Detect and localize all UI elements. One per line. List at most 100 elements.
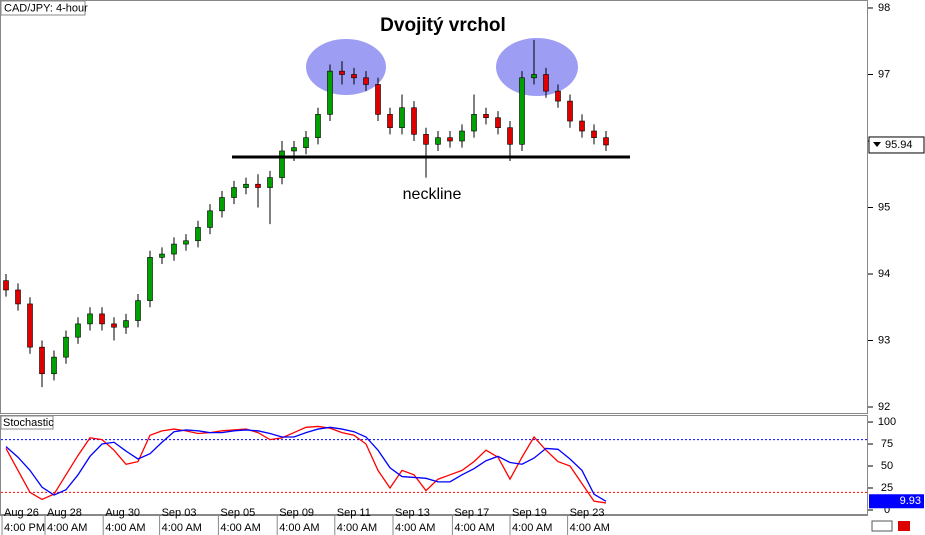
highlight-ellipse — [306, 39, 386, 95]
candle-body — [123, 320, 129, 328]
candle-body — [555, 90, 561, 102]
x-tick-label: Aug 28 — [47, 507, 82, 519]
candle-body — [51, 356, 57, 375]
candle-body — [75, 323, 81, 338]
x-tick-time: 4:00 AM — [512, 522, 552, 534]
candle-body — [207, 210, 213, 228]
x-tick-time: 4:00 AM — [47, 522, 87, 534]
x-tick-time: 4:00 AM — [395, 522, 435, 534]
y-tick-label: 97 — [878, 68, 890, 80]
candle-body — [99, 313, 105, 325]
candle-body — [111, 323, 117, 328]
x-tick-label: Sep 03 — [162, 507, 197, 519]
value-box — [869, 494, 924, 509]
candle-body — [183, 240, 189, 245]
candle-body — [495, 117, 501, 128]
candle-body — [447, 137, 453, 142]
indicator-label: Stochastic — [3, 417, 54, 429]
x-tick-label: Sep 09 — [279, 507, 314, 519]
candle-body — [231, 187, 237, 198]
label-box — [0, 415, 54, 430]
candle-body — [87, 313, 93, 325]
value-label: 9.93 — [900, 495, 921, 507]
y-tick-label: 98 — [878, 2, 890, 14]
x-tick-label: Sep 19 — [512, 507, 547, 519]
x-tick-label: Sep 11 — [337, 507, 371, 519]
icon[interactable] — [898, 521, 910, 531]
candle-body — [315, 114, 321, 138]
candle-body — [507, 127, 513, 145]
candle-body — [219, 197, 225, 212]
annotation: neckline — [403, 186, 462, 203]
x-tick-label: Sep 17 — [454, 507, 489, 519]
candle-body — [3, 280, 9, 291]
candle-body — [303, 137, 309, 148]
candle-body — [543, 74, 549, 92]
x-tick-time: 4:00 AM — [337, 522, 377, 534]
candle-body — [147, 257, 153, 301]
price-panel — [0, 0, 868, 414]
highlight-ellipse — [496, 38, 578, 96]
candle-body — [423, 134, 429, 145]
candle-body — [579, 120, 585, 132]
y-tick-label: 93 — [878, 334, 890, 346]
candle-body — [63, 336, 69, 358]
candle-body — [591, 130, 597, 138]
stochastic-panel — [0, 415, 868, 515]
candle-body — [171, 243, 177, 255]
x-tick-label: Aug 26 — [4, 507, 39, 519]
candle-body — [39, 346, 45, 375]
x-tick-time: 4:00 AM — [162, 522, 202, 534]
candle-body — [519, 77, 525, 145]
label-box — [0, 0, 86, 16]
y-tick-label: 92 — [878, 401, 890, 413]
last-price-box — [868, 136, 925, 154]
x-tick-label: Sep 23 — [570, 507, 605, 519]
candle-body — [267, 177, 273, 188]
candle-body — [327, 70, 333, 115]
candle-body — [531, 74, 537, 79]
candle-body — [243, 183, 249, 188]
candle-body — [351, 74, 357, 79]
candle-body — [195, 227, 201, 242]
candle-body — [279, 150, 285, 178]
y-tick-label: 94 — [878, 268, 890, 280]
candle-body — [399, 107, 405, 128]
x-tick-label: Sep 05 — [220, 507, 255, 519]
x-tick-label: Sep 13 — [395, 507, 430, 519]
chart-title: Dvojitý vrchol — [380, 15, 506, 36]
candle-body — [435, 137, 441, 145]
candle-body — [135, 300, 141, 321]
candle-body — [255, 183, 261, 188]
candle-body — [567, 100, 573, 122]
candle-body — [411, 107, 417, 135]
y-tick-label: 95 — [878, 201, 890, 213]
stochastic-line — [5, 426, 607, 502]
candle-body — [27, 303, 33, 348]
y-tick-label: 50 — [881, 460, 893, 472]
x-tick-time: 4:00 PM — [4, 522, 45, 534]
candle-body — [363, 77, 369, 85]
instrument-label: CAD/JPY: 4-hour — [4, 2, 88, 14]
x-tick-time: 4:00 AM — [279, 522, 319, 534]
x-tick-time: 4:00 AM — [570, 522, 610, 534]
candle-body — [159, 253, 165, 258]
marks — [1, 39, 867, 504]
x-tick-time: 4:00 AM — [105, 522, 145, 534]
candle-body — [471, 114, 477, 132]
candle-body — [339, 70, 345, 75]
y-tick-label: 0 — [884, 504, 890, 516]
x-tick-time: 4:00 AM — [454, 522, 494, 534]
candle-body — [387, 114, 393, 128]
candle-body — [603, 137, 609, 146]
x-tick-time: 4:00 AM — [220, 522, 260, 534]
y-tick-label: 100 — [878, 416, 896, 428]
last-price-marker — [873, 141, 881, 147]
icon[interactable] — [871, 520, 893, 532]
x-tick-label: Aug 30 — [105, 507, 140, 519]
candle-body — [291, 147, 297, 152]
y-tick-label: 25 — [881, 482, 893, 494]
candle-body — [459, 130, 465, 142]
last-price-label: 95.94 — [885, 139, 913, 151]
